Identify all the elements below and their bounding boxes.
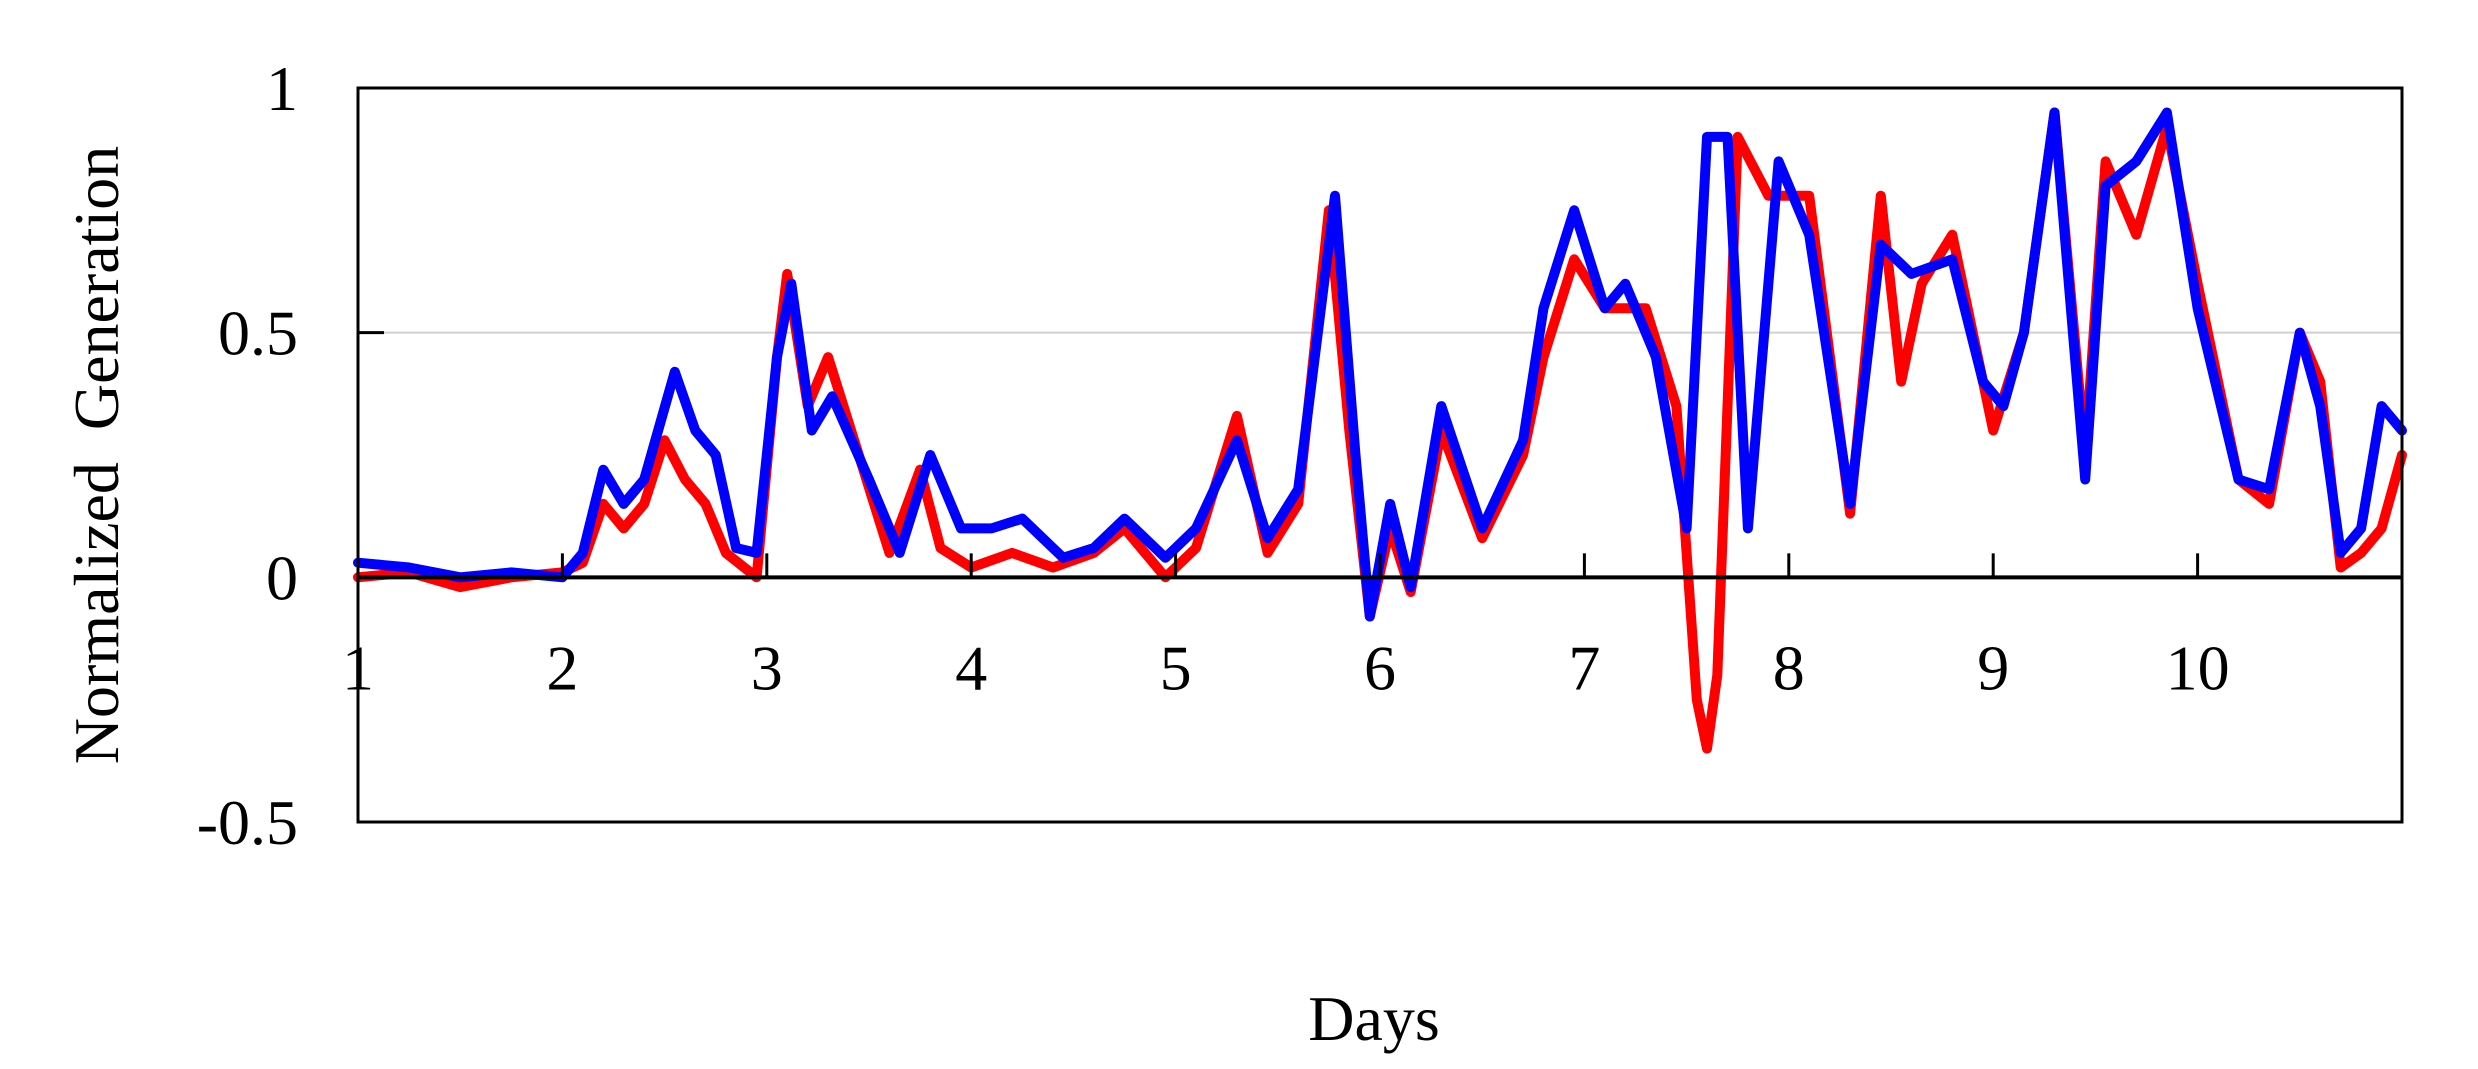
- x-tick-label: 10: [2166, 632, 2230, 703]
- x-tick-label: 2: [546, 632, 578, 703]
- series-layer: [353, 107, 2407, 754]
- x-tick-label: 4: [955, 632, 987, 703]
- x-tick-label: 1: [342, 632, 374, 703]
- plot-frame: [356, 86, 2404, 824]
- x-tick-label: 6: [1364, 632, 1396, 703]
- x-axis-title: Days: [1308, 983, 1440, 1054]
- tick-layer: -0.5 0 0.5 1 1 2 3 4 5 6 7 8 9 10: [197, 53, 2230, 858]
- y-tick-label: 1: [266, 53, 298, 124]
- y-axis-title: Normalized Generation: [61, 146, 132, 764]
- x-tick-label: 8: [1773, 632, 1805, 703]
- x-tick-label: 5: [1160, 632, 1192, 703]
- series-line-blue: [353, 107, 2407, 622]
- y-tick-label: 0.5: [218, 298, 298, 369]
- y-tick-label: 0: [266, 542, 298, 613]
- x-tick-label: 9: [1977, 632, 2009, 703]
- x-tick-label: 3: [751, 632, 783, 703]
- x-tick-label: 7: [1568, 632, 1600, 703]
- y-tick-label: -0.5: [197, 787, 298, 858]
